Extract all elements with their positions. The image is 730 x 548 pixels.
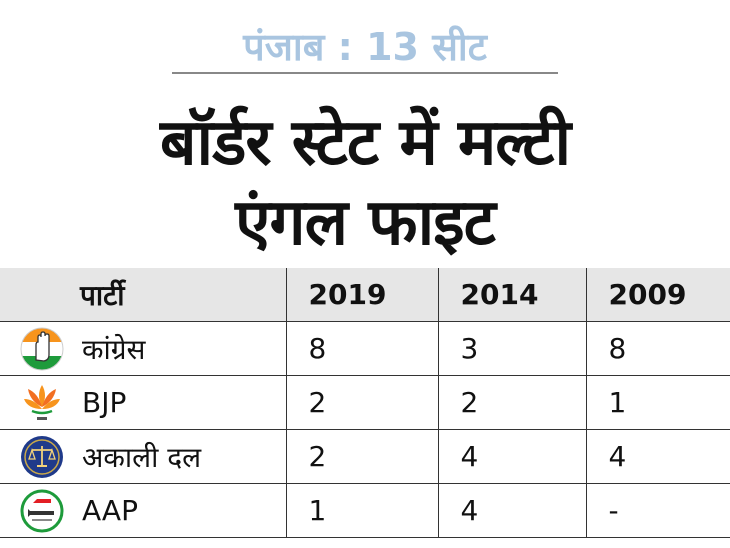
table-row: कांग्रेस 8 3 8 — [0, 321, 730, 376]
party-name: कांग्रेस — [82, 332, 146, 366]
party-name: AAP — [82, 494, 138, 527]
bjp-lotus-logo-icon — [24, 384, 60, 420]
headline-line-2: एंगल फाइट — [235, 186, 496, 260]
divider — [172, 72, 558, 74]
results-table: पार्टी 2019 2014 2009 कांग्रेस 8 — [0, 268, 730, 538]
table-header-row: पार्टी 2019 2014 2009 — [0, 268, 730, 322]
seats-2019: 1 — [286, 483, 439, 538]
headline-line-1: बॉर्डर स्टेट में मल्टी — [159, 106, 571, 180]
party-name: अकाली दल — [82, 440, 202, 474]
seats-2014: 3 — [438, 321, 587, 376]
party-name: BJP — [82, 386, 127, 419]
seats-2014: 2 — [438, 375, 587, 430]
aap-broom-logo-icon — [20, 489, 64, 532]
table-row: AAP 1 4 - — [0, 483, 730, 538]
party-cell: AAP — [0, 483, 287, 538]
seats-2014: 4 — [438, 429, 587, 484]
table-row: अकाली दल 2 4 4 — [0, 429, 730, 484]
seats-2019: 2 — [286, 429, 439, 484]
column-header-2014: 2014 — [438, 268, 587, 322]
section-subtitle: पंजाब : 13 सीट — [243, 25, 487, 69]
party-cell: BJP — [0, 375, 287, 430]
seats-2019: 2 — [286, 375, 439, 430]
seats-2019: 8 — [286, 321, 439, 376]
akali-dal-scales-logo-icon — [21, 435, 63, 478]
column-header-party: पार्टी — [0, 268, 287, 322]
congress-hand-logo-icon — [20, 327, 64, 370]
seats-2014: 4 — [438, 483, 587, 538]
seats-2009: 1 — [586, 375, 730, 430]
column-header-2009: 2009 — [586, 268, 730, 322]
seats-2009: - — [586, 483, 730, 538]
table-row: BJP 2 2 1 — [0, 375, 730, 430]
party-cell: कांग्रेस — [0, 321, 287, 376]
seats-2009: 8 — [586, 321, 730, 376]
seats-2009: 4 — [586, 429, 730, 484]
column-header-2019: 2019 — [286, 268, 439, 322]
party-cell: अकाली दल — [0, 429, 287, 484]
